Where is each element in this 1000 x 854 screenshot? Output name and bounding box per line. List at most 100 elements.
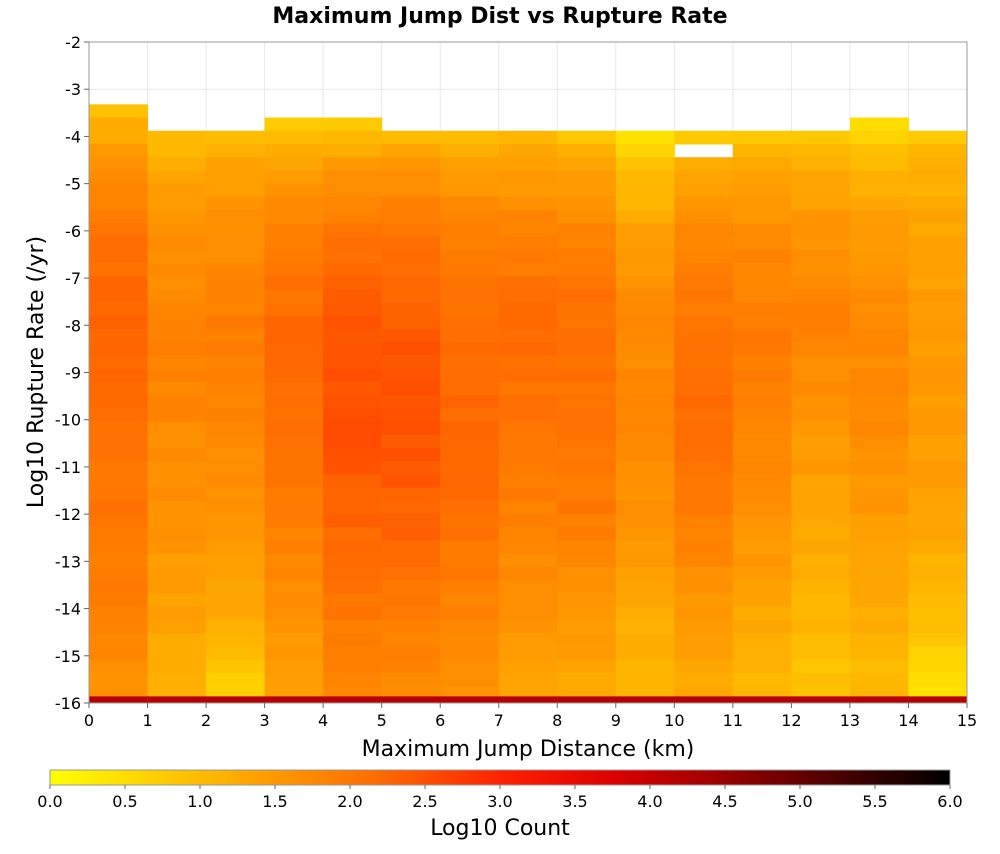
heatmap-cell: [381, 381, 441, 396]
colorbar-label: Log10 Count: [430, 816, 570, 841]
heatmap-cell: [849, 659, 909, 674]
heatmap-cell: [908, 170, 968, 185]
heatmap-cell: [323, 686, 383, 697]
heatmap-cell: [381, 130, 441, 145]
heatmap-cell: [615, 553, 675, 568]
heatmap-cell: [908, 262, 968, 277]
heatmap-cell: [732, 355, 792, 370]
heatmap-cell: [908, 527, 968, 542]
heatmap-cell: [732, 381, 792, 396]
heatmap-cell: [264, 262, 324, 277]
heatmap-cell: [674, 289, 734, 304]
heatmap-cell: [323, 580, 383, 594]
heatmap-cell: [147, 686, 207, 697]
heatmap-cell: [147, 262, 207, 277]
heatmap-cell: [674, 130, 734, 145]
heatmap-cell: [147, 236, 207, 251]
heatmap-cell: [615, 580, 675, 594]
x-tick-label: 10: [664, 711, 684, 730]
heatmap-cell: [264, 527, 324, 542]
heatmap-cell: [323, 315, 383, 330]
heatmap-cell: [89, 659, 149, 674]
heatmap-cell: [674, 580, 734, 594]
heatmap-cell: [206, 289, 266, 304]
heatmap-cell: [498, 368, 558, 383]
heatmap-cell: [323, 276, 383, 290]
y-tick-label: -16: [55, 694, 81, 713]
heatmap-cell: [674, 606, 734, 621]
colorbar-tick-label: 0.5: [112, 792, 137, 811]
heatmap-cell: [498, 262, 558, 277]
heatmap-cell: [849, 527, 909, 542]
heatmap-cell: [147, 448, 207, 462]
heatmap-cell: [674, 249, 734, 264]
heatmap-cell: [89, 395, 149, 409]
heatmap-cell: [498, 514, 558, 528]
heatmap-cells: [89, 104, 968, 703]
heatmap-cell: [264, 315, 324, 330]
heatmap-cell: [732, 249, 792, 264]
heatmap-cell: [147, 619, 207, 634]
heatmap-cell: [674, 646, 734, 661]
heatmap-cell: [323, 514, 383, 528]
heatmap-cell: [908, 157, 968, 171]
heatmap-cell: [147, 593, 207, 608]
heatmap-cell: [440, 461, 500, 475]
heatmap-cell: [498, 461, 558, 475]
heatmap-cell: [147, 408, 207, 423]
heatmap-cell: [147, 210, 207, 224]
heatmap-cell: [674, 567, 734, 581]
heatmap-cell: [557, 408, 617, 423]
heatmap-cell: [264, 289, 324, 304]
heatmap-cell: [732, 170, 792, 185]
heatmap-cell: [908, 487, 968, 502]
heatmap-cell: [557, 342, 617, 357]
heatmap-cell: [147, 368, 207, 383]
heatmap-cell: [440, 223, 500, 238]
heatmap-cell: [557, 527, 617, 542]
heatmap-cell: [615, 183, 675, 198]
heatmap-cell: [323, 355, 383, 370]
heatmap-cell: [615, 606, 675, 621]
heatmap-cell: [674, 329, 734, 343]
heatmap-cell: [206, 355, 266, 370]
heatmap-cell: [381, 157, 441, 171]
heatmap-cell: [674, 514, 734, 528]
heatmap-cell: [557, 236, 617, 251]
x-tick-label: 9: [611, 711, 621, 730]
heatmap-cell: [206, 130, 266, 145]
heatmap-cell: [264, 117, 324, 132]
heatmap-cell: [323, 395, 383, 409]
heatmap-cell: [264, 381, 324, 396]
heatmap-cell: [615, 249, 675, 264]
heatmap-cell: [674, 276, 734, 290]
heatmap-cell: [264, 567, 324, 581]
heatmap-cell: [440, 276, 500, 290]
heatmap-cell: [791, 223, 851, 238]
heatmap-cell: [206, 527, 266, 542]
heatmap-cell: [908, 408, 968, 423]
heatmap-cell: [89, 368, 149, 383]
heatmap-cell: [615, 262, 675, 277]
heatmap-cell: [147, 276, 207, 290]
colorbar: [49, 769, 951, 786]
heatmap-cell: [557, 210, 617, 224]
heatmap-cell: [147, 315, 207, 330]
heatmap-cell: [89, 408, 149, 423]
heatmap-cell: [147, 540, 207, 555]
heatmap-cell: [89, 170, 149, 185]
heatmap-cell: [498, 580, 558, 594]
heatmap-cell: [89, 474, 149, 489]
heatmap-cell: [323, 210, 383, 224]
heatmap-cell: [264, 210, 324, 224]
x-tick-label: 11: [723, 711, 743, 730]
heatmap-cell: [381, 619, 441, 634]
heatmap-cell: [264, 672, 324, 687]
heatmap-cell: [732, 659, 792, 674]
heatmap-cell: [323, 448, 383, 462]
heatmap-cell: [206, 210, 266, 224]
heatmap-cell: [732, 448, 792, 462]
heatmap-cell: [557, 580, 617, 594]
heatmap-cell: [89, 487, 149, 502]
heatmap-cell: [557, 157, 617, 171]
